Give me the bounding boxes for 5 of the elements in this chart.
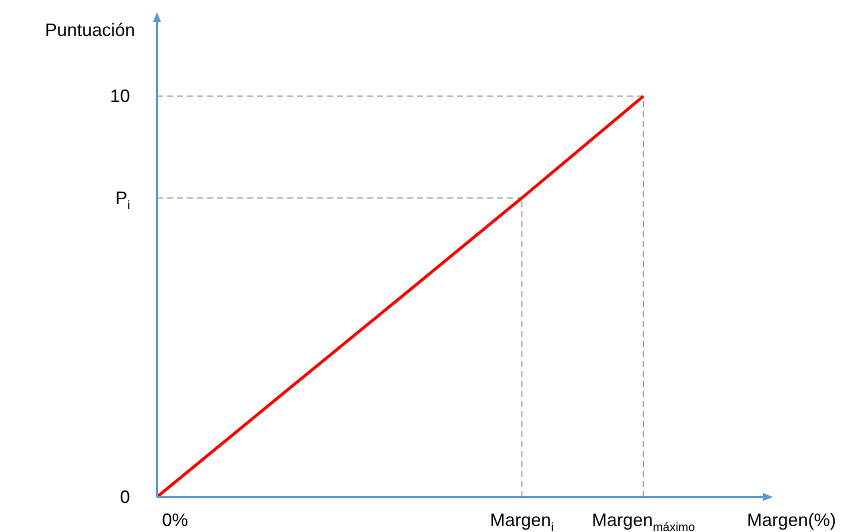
y-axis-title: Puntuación: [44, 20, 136, 40]
y-tick-label: 10: [110, 86, 130, 106]
x-tick-label: 0%: [162, 510, 188, 530]
x-axis-title: Margen(%): [746, 510, 836, 530]
y-tick-label: 0: [120, 487, 130, 507]
